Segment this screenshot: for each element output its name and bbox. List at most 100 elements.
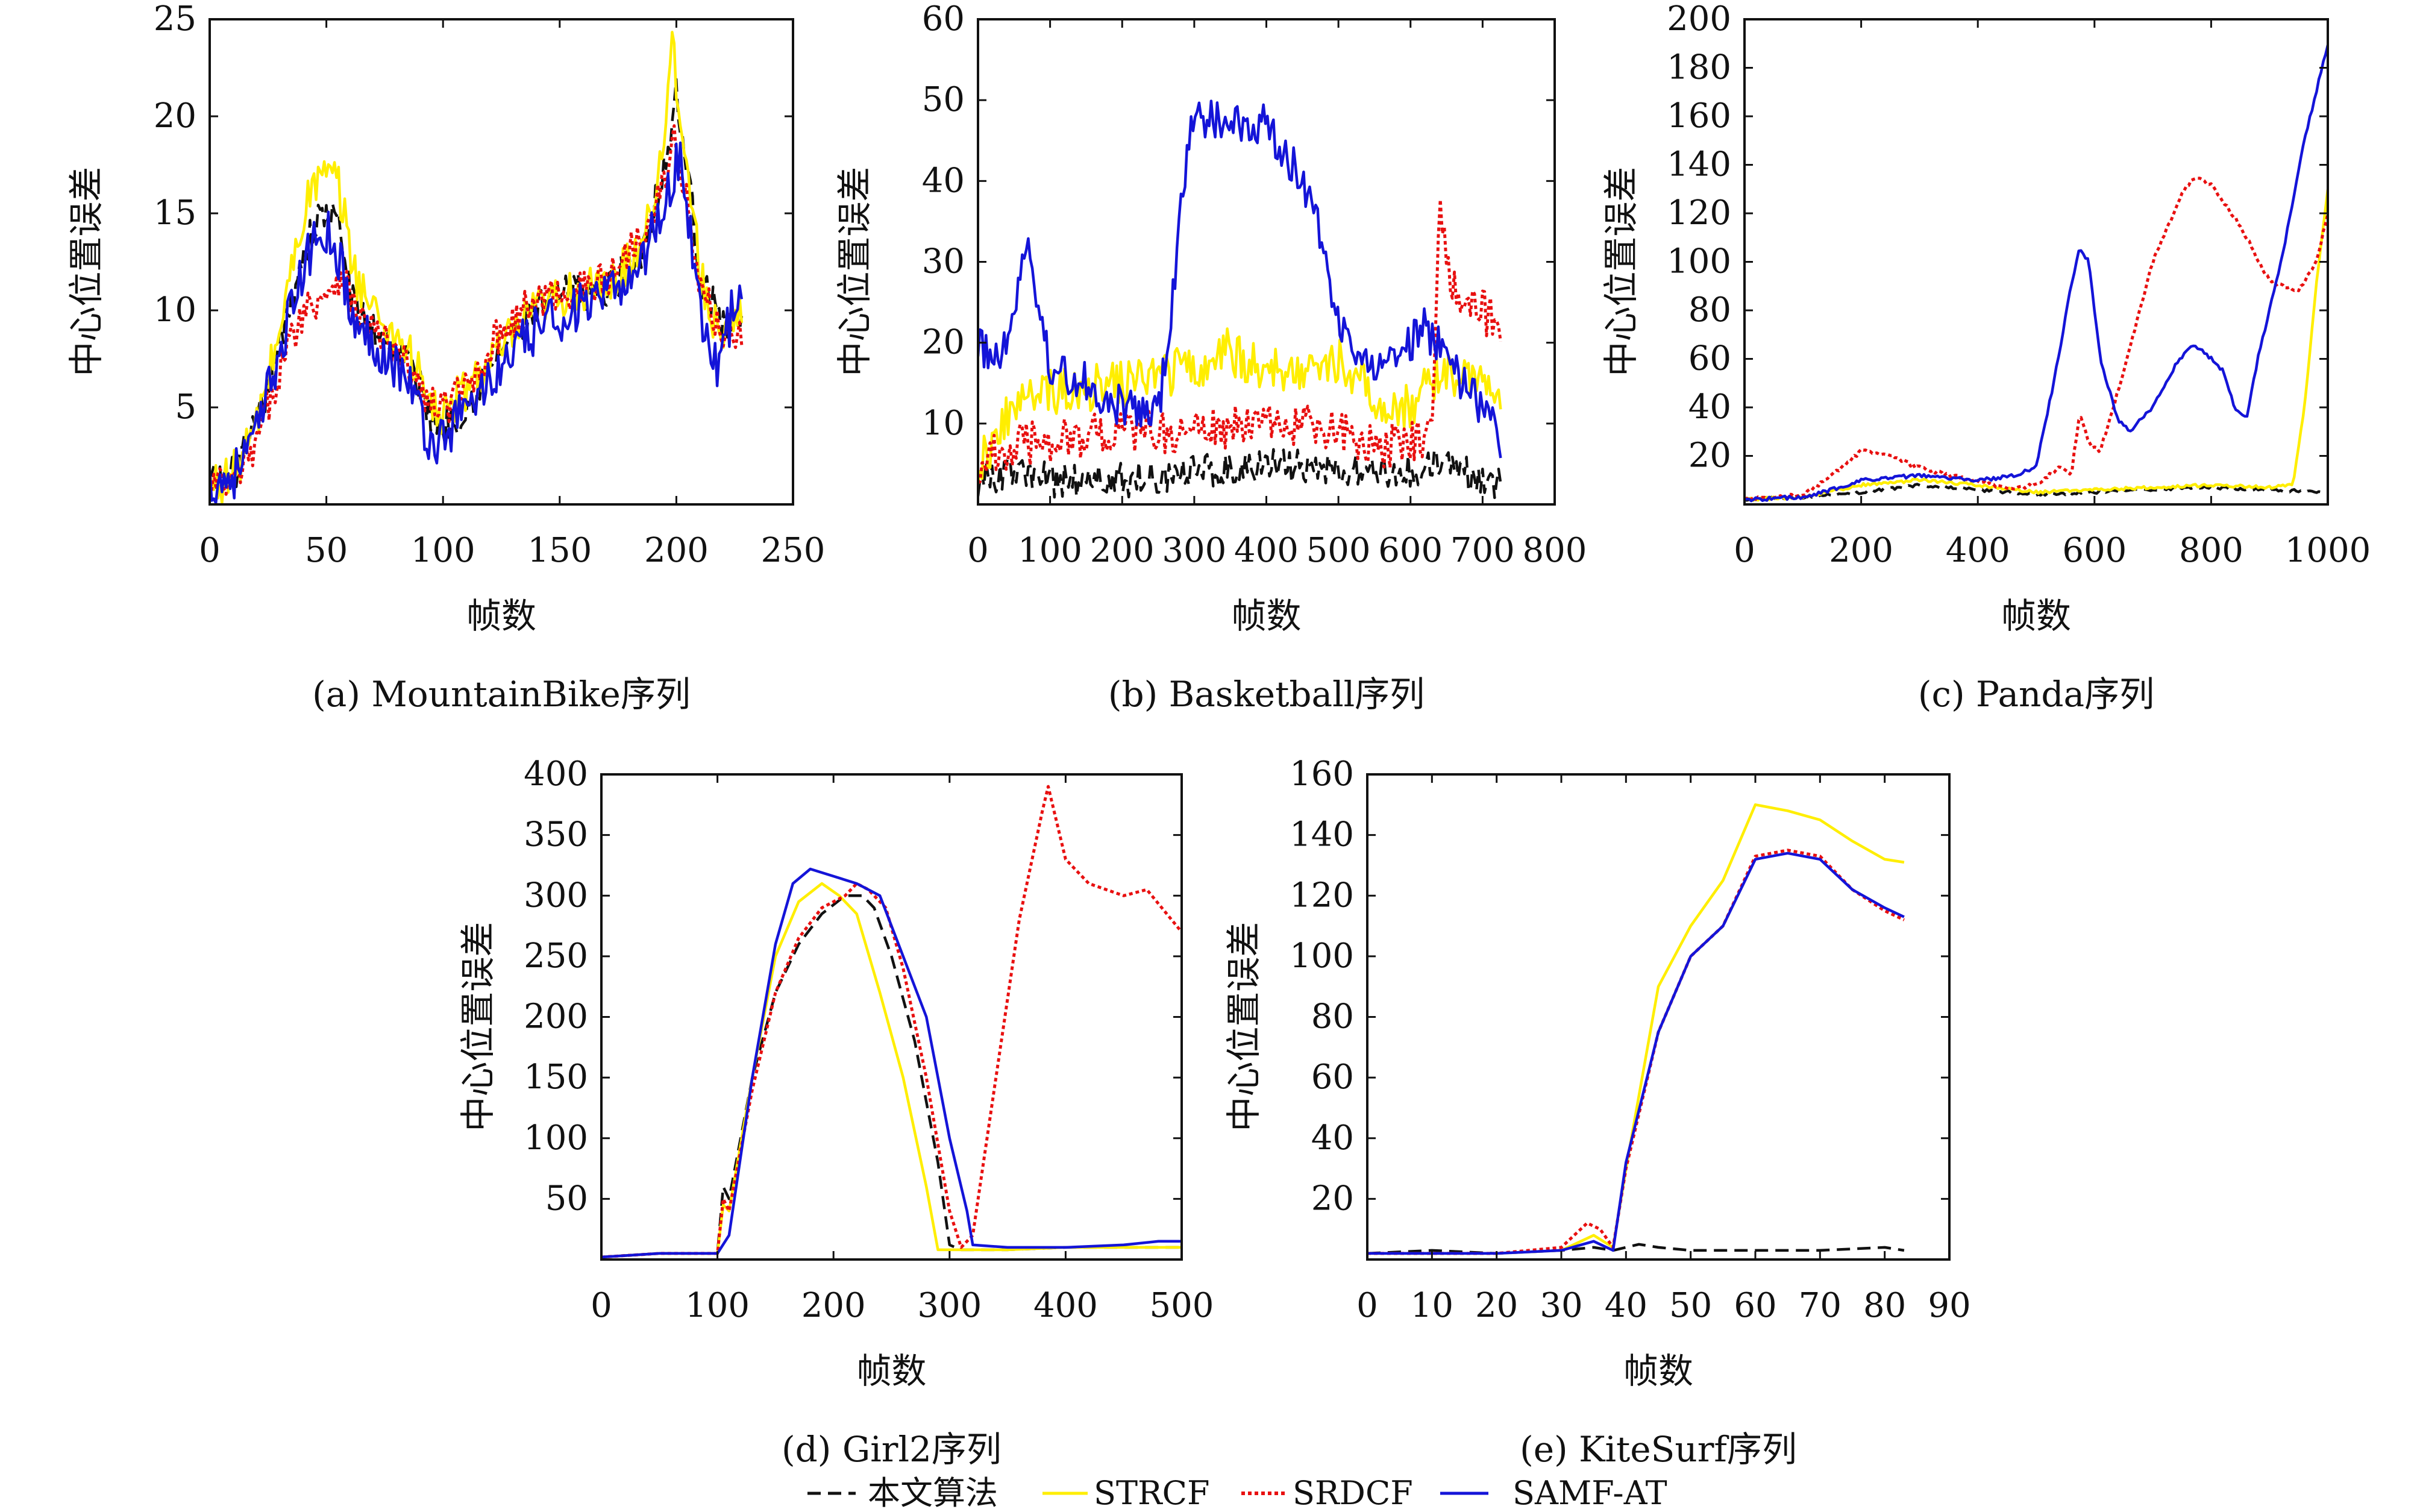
legend-label-3: SAMF-AT [1512,1474,1667,1512]
series-group-3 [601,785,1182,1259]
x-tick-label: 600 [2062,531,2127,570]
series-group-2 [1744,45,2328,503]
y-tick-label: 20 [1688,436,1731,475]
series-group-1 [978,99,1502,500]
y-tick-label: 40 [1688,387,1731,427]
series-line-SAMF-AT [978,99,1502,459]
x-axis-label: 帧数 [856,1350,926,1391]
chart-panel-3: 0 100 200 300 400 500 50 100 150 200 250 300 350 400 帧… [457,754,1214,1470]
y-tick-label: 200 [1667,0,1731,39]
x-tick-label: 0 [591,1286,612,1325]
y-tick-label: 80 [1311,997,1354,1037]
y-tick-label: 180 [1667,48,1731,87]
plot-frame [208,18,794,506]
legend-label-0: 本文算法 [868,1474,998,1512]
series-group-0 [210,31,744,504]
y-axis-label: 中心位置误差 [1600,167,1641,377]
y-tick-label: 50 [545,1179,588,1218]
x-tick-label: 40 [1605,1286,1647,1325]
chart-caption: (a) MountainBike序列 [312,674,691,715]
y-tick-label: 160 [1290,754,1354,794]
y-tick-label: 50 [922,80,965,119]
y-tick-label: 140 [1290,815,1354,855]
y-tick-label: 120 [1667,193,1731,233]
y-tick-label: 120 [1290,876,1354,915]
y-tick-label: 200 [524,997,588,1037]
y-tick-label: 15 [154,193,196,233]
y-tick-label: 150 [524,1058,588,1097]
y-axis-label: 中心位置误差 [1223,922,1264,1132]
y-tick-label: 10 [922,404,965,443]
x-tick-label: 400 [1033,1286,1098,1325]
x-tick-label: 10 [1411,1286,1453,1325]
series-line-STRCF [1744,189,2328,502]
y-tick-label: 60 [922,0,965,39]
chart-caption: (b) Basketball序列 [1108,674,1425,715]
y-tick-label: 30 [922,242,965,281]
x-tick-label: 200 [801,1286,866,1325]
x-tick-label: 400 [1234,531,1299,570]
y-tick-label: 20 [1311,1179,1354,1218]
x-axis-label: 帧数 [1623,1350,1693,1391]
x-tick-label: 100 [411,531,475,570]
y-axis-label: 中心位置误差 [457,922,498,1132]
series-line-SAMF-AT [1367,852,1905,1255]
x-tick-label: 50 [305,531,348,570]
legend: 本文算法 STRCF SRDCF SAMF-AT [807,1474,1667,1512]
x-axis-label: 帧数 [2001,595,2071,636]
x-tick-label: 700 [1450,531,1515,570]
x-tick-label: 200 [644,531,709,570]
chart-panel-4: 0 10 20 30 40 50 60 70 80 90 20 40 60 80 100 120 140 160 帧… [1223,754,1971,1470]
x-tick-label: 70 [1799,1286,1842,1325]
x-tick-label: 0 [967,531,989,570]
y-tick-label: 60 [1311,1058,1354,1097]
chart-caption: (e) KiteSurf序列 [1520,1429,1797,1470]
y-tick-label: 300 [524,876,588,915]
x-tick-label: 600 [1378,531,1443,570]
x-axis-label: 帧数 [1231,595,1301,636]
x-tick-label: 1000 [2285,531,2371,570]
x-tick-label: 200 [1090,531,1155,570]
x-tick-label: 250 [761,531,826,570]
y-axis-label: 中心位置误差 [834,167,875,377]
x-tick-label: 20 [1475,1286,1518,1325]
legend-entry-0: 本文算法 [807,1474,998,1512]
x-tick-label: 30 [1540,1286,1582,1325]
x-tick-label: 100 [685,1286,750,1325]
y-tick-label: 140 [1667,145,1731,184]
x-tick-label: 500 [1306,531,1371,570]
x-tick-label: 0 [1734,531,1755,570]
y-axis-label: 中心位置误差 [66,167,107,377]
series-line-SAMF-AT [601,867,1182,1259]
chart-panel-2: 0 200 400 600 800 1000 20 40 60 80 100 120 140 160 180… [1600,0,2371,715]
y-tick-label: 40 [1311,1118,1354,1158]
y-tick-label: 160 [1667,96,1731,136]
series-line-STRCF [210,31,744,504]
y-tick-label: 20 [922,323,965,362]
y-tick-label: 100 [1290,936,1354,976]
x-tick-label: 150 [527,531,592,570]
y-tick-label: 350 [524,815,588,855]
chart-caption: (d) Girl2序列 [782,1429,1002,1470]
series-line-SAMF-AT [1744,45,2328,503]
series-line-本文算法 [978,448,1502,500]
legend-label-2: SRDCF [1293,1474,1413,1512]
series-line-SRDCF [978,198,1502,484]
y-tick-label: 20 [154,96,196,136]
y-tick-label: 100 [1667,242,1731,281]
x-tick-label: 90 [1928,1286,1970,1325]
y-tick-label: 25 [154,0,196,39]
x-tick-label: 300 [1162,531,1226,570]
x-tick-label: 0 [199,531,221,570]
legend-entry-1: STRCF [1042,1474,1209,1512]
x-tick-label: 400 [1946,531,2010,570]
y-tick-label: 100 [524,1118,588,1158]
chart-panel-1: 0 100 200 300 400 500 600 700 800 10 20 30 40 50 60 帧数 中… [834,0,1587,715]
x-tick-label: 80 [1863,1286,1906,1325]
y-tick-label: 40 [922,161,965,200]
y-tick-label: 10 [154,290,196,330]
x-tick-label: 200 [1829,531,1893,570]
series-group-4 [1367,803,1905,1255]
